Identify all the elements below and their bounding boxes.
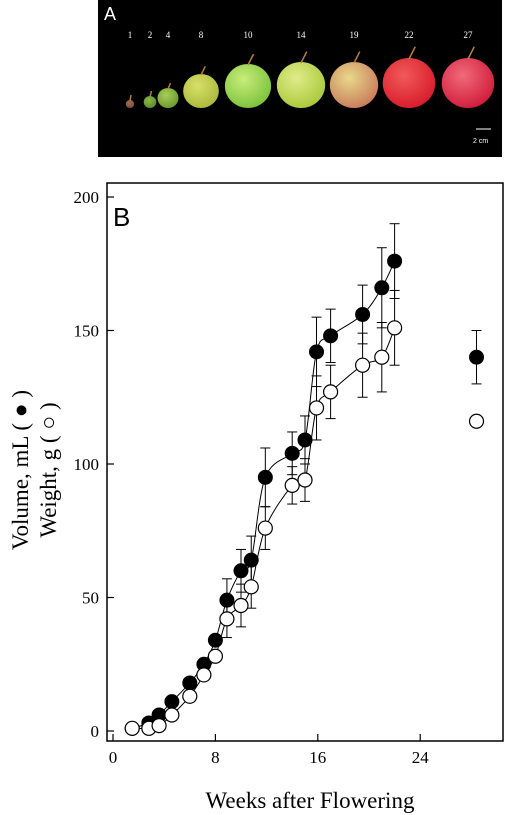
fit-curve bbox=[132, 260, 396, 729]
svg-text:Weight, g ( ○ ): Weight, g ( ○ ) bbox=[36, 402, 61, 537]
x-tick-label: 16 bbox=[309, 748, 326, 767]
weight-point bbox=[207, 648, 223, 664]
volume-point bbox=[164, 694, 180, 710]
panel-a-label: A bbox=[104, 4, 116, 24]
y-label-text: Volume, mL ( bbox=[8, 423, 33, 550]
apple-fruit bbox=[183, 66, 219, 108]
week-label: 14 bbox=[297, 30, 307, 40]
volume-point bbox=[243, 552, 259, 568]
volume-point bbox=[182, 675, 198, 691]
scale-bar-label: 2 cm bbox=[473, 138, 488, 145]
filled-circle-symbol: ● bbox=[8, 398, 33, 423]
week-label: 10 bbox=[244, 30, 254, 40]
weight-point bbox=[355, 357, 371, 373]
svg-text:Volume, mL ( ● ): Volume, mL ( ● ) bbox=[8, 390, 33, 550]
weight-point bbox=[374, 349, 390, 365]
apple-fruit bbox=[224, 53, 272, 108]
apple-fruit bbox=[329, 51, 379, 108]
weight-point bbox=[196, 667, 212, 683]
volume-point bbox=[297, 432, 313, 448]
volume-point bbox=[219, 592, 235, 608]
y-label-text: Weight, g ( bbox=[36, 435, 61, 537]
y-axis: 0 50 100 150 200 bbox=[74, 188, 114, 741]
x-tick-label: 24 bbox=[412, 748, 430, 767]
volume-point bbox=[284, 445, 300, 461]
apple-fruit bbox=[157, 82, 179, 108]
week-label: 27 bbox=[464, 30, 474, 40]
weight-point bbox=[257, 520, 273, 536]
weight-point bbox=[243, 579, 259, 595]
error-bars bbox=[221, 223, 482, 639]
fit-curves bbox=[132, 260, 396, 730]
x-tick-label: 8 bbox=[211, 748, 220, 767]
weight-point bbox=[308, 400, 325, 416]
volume-point bbox=[374, 280, 390, 296]
week-label: 2 bbox=[148, 30, 153, 40]
x-axis-label: Weeks after Flowering bbox=[206, 788, 415, 813]
volume-point bbox=[355, 306, 371, 322]
y-axis-label-weight: Weight, g ( ○ ) bbox=[36, 402, 61, 537]
y-tick-label: 100 bbox=[74, 455, 100, 474]
y-label-text-end: ) bbox=[8, 390, 33, 398]
data-points bbox=[124, 253, 485, 736]
week-label: 22 bbox=[405, 30, 414, 40]
y-tick-label: 200 bbox=[74, 188, 100, 207]
volume-point bbox=[233, 563, 249, 579]
weight-point bbox=[387, 320, 403, 336]
plot-frame bbox=[106, 182, 504, 742]
week-label: 4 bbox=[166, 30, 171, 40]
x-tick-label: 0 bbox=[109, 748, 118, 767]
open-circle-symbol: ○ bbox=[36, 410, 61, 435]
weight-point bbox=[297, 472, 313, 488]
y-tick-label: 150 bbox=[74, 322, 100, 341]
apple-fruit bbox=[276, 51, 326, 108]
y-axis-label-volume: Volume, mL ( ● ) bbox=[8, 390, 33, 550]
apple-fruit bbox=[143, 90, 157, 108]
volume-point bbox=[387, 253, 403, 269]
y-tick-label: 0 bbox=[91, 722, 100, 741]
volume-point bbox=[207, 632, 223, 648]
weight-point bbox=[164, 707, 180, 723]
weight-point bbox=[182, 688, 198, 704]
weight-point bbox=[468, 413, 485, 429]
week-label: 19 bbox=[350, 30, 360, 40]
week-label: 8 bbox=[199, 30, 204, 40]
weight-point bbox=[284, 477, 300, 493]
weight-point bbox=[151, 718, 167, 734]
week-label: 1 bbox=[128, 30, 133, 40]
apple-fruit bbox=[382, 46, 436, 108]
panel-b-label: B bbox=[113, 202, 130, 232]
volume-point bbox=[469, 349, 485, 365]
volume-point bbox=[323, 328, 339, 344]
x-axis: 0 8 16 24 bbox=[109, 734, 429, 767]
fruit-photo-panel: A 2 cm 1 2 4 8 10 14 19 22 27 bbox=[98, 0, 502, 157]
weight-point bbox=[124, 720, 140, 736]
fruit-photo: A 2 cm 1 2 4 8 10 14 19 22 27 bbox=[104, 4, 495, 145]
weight-point bbox=[233, 597, 249, 614]
y-label-text-end: ) bbox=[36, 402, 61, 410]
apple-fruit bbox=[125, 94, 135, 108]
weight-point bbox=[219, 611, 235, 627]
volume-point bbox=[257, 469, 273, 485]
y-tick-label: 50 bbox=[82, 589, 99, 608]
volume-point bbox=[309, 344, 325, 360]
weight-point bbox=[323, 384, 339, 400]
apple-fruit bbox=[441, 46, 495, 108]
